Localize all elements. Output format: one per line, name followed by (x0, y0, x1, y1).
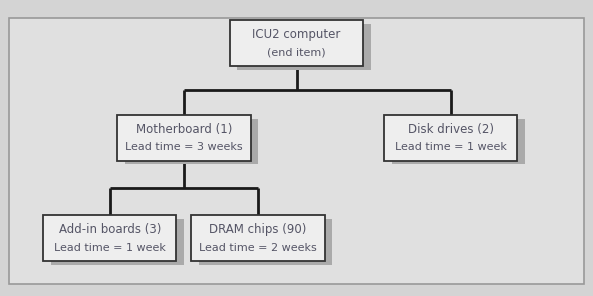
Text: ICU2 computer: ICU2 computer (252, 28, 341, 41)
FancyBboxPatch shape (199, 219, 332, 265)
FancyBboxPatch shape (43, 215, 177, 261)
Text: DRAM chips (90): DRAM chips (90) (209, 223, 307, 237)
Text: Motherboard (1): Motherboard (1) (136, 123, 232, 136)
FancyBboxPatch shape (237, 24, 371, 70)
FancyBboxPatch shape (9, 18, 584, 284)
Text: Disk drives (2): Disk drives (2) (407, 123, 494, 136)
Text: Lead time = 2 weeks: Lead time = 2 weeks (199, 243, 317, 253)
FancyBboxPatch shape (229, 20, 363, 66)
FancyBboxPatch shape (117, 115, 250, 160)
FancyBboxPatch shape (50, 219, 184, 265)
FancyBboxPatch shape (384, 115, 517, 160)
FancyBboxPatch shape (125, 118, 259, 165)
Text: Lead time = 3 weeks: Lead time = 3 weeks (125, 142, 243, 152)
Text: Lead time = 1 week: Lead time = 1 week (54, 243, 165, 253)
Text: Add-in boards (3): Add-in boards (3) (59, 223, 161, 237)
Text: Lead time = 1 week: Lead time = 1 week (395, 142, 506, 152)
FancyBboxPatch shape (191, 215, 325, 261)
Text: (end item): (end item) (267, 47, 326, 57)
FancyBboxPatch shape (391, 118, 525, 165)
